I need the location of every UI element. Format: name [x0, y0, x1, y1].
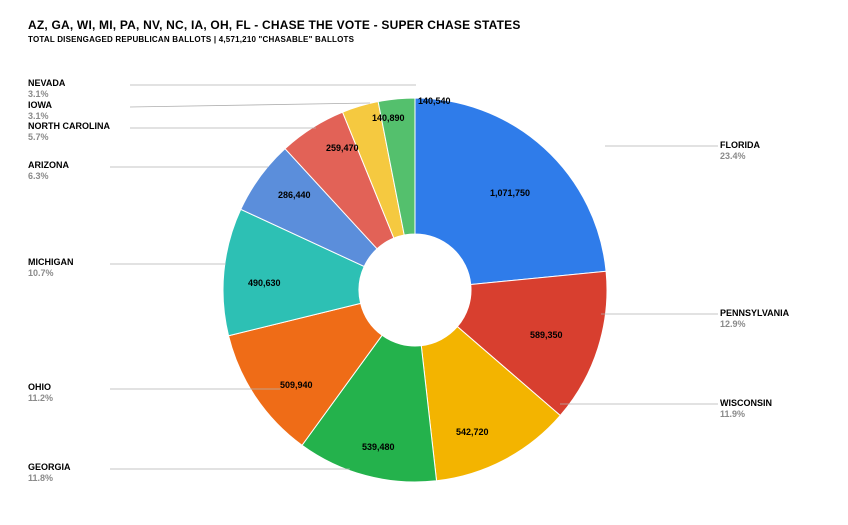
slice-value-florida: 1,071,750 [490, 188, 530, 198]
state-name: NEVADA [28, 78, 65, 89]
state-pct: 11.9% [720, 409, 772, 420]
slice-value-arizona: 286,440 [278, 190, 311, 200]
state-label-florida: FLORIDA23.4% [720, 140, 760, 162]
state-pct: 11.8% [28, 473, 71, 484]
slice-value-pennsylvania: 589,350 [530, 330, 563, 340]
leader-line [130, 103, 370, 107]
state-pct: 5.7% [28, 132, 110, 143]
state-label-north-carolina: NORTH CAROLINA5.7% [28, 121, 110, 143]
state-pct: 6.3% [28, 171, 69, 182]
slice-value-iowa: 140,890 [372, 113, 405, 123]
state-label-ohio: OHIO11.2% [28, 382, 53, 404]
state-label-nevada: NEVADA3.1% [28, 78, 65, 100]
state-label-georgia: GEORGIA11.8% [28, 462, 71, 484]
state-pct: 11.2% [28, 393, 53, 404]
state-label-wisconsin: WISCONSIN11.9% [720, 398, 772, 420]
slice-value-wisconsin: 542,720 [456, 427, 489, 437]
state-name: PENNSYLVANIA [720, 308, 789, 319]
state-label-arizona: ARIZONA6.3% [28, 160, 69, 182]
state-name: IOWA [28, 100, 52, 111]
state-label-pennsylvania: PENNSYLVANIA12.9% [720, 308, 789, 330]
state-name: WISCONSIN [720, 398, 772, 409]
state-pct: 3.1% [28, 89, 65, 100]
state-name: ARIZONA [28, 160, 69, 171]
state-name: GEORGIA [28, 462, 71, 473]
state-name: NORTH CAROLINA [28, 121, 110, 132]
slice-value-nevada: 140,540 [418, 96, 451, 106]
state-name: FLORIDA [720, 140, 760, 151]
state-name: OHIO [28, 382, 53, 393]
state-pct: 23.4% [720, 151, 760, 162]
slice-value-georgia: 539,480 [362, 442, 395, 452]
slice-value-michigan: 490,630 [248, 278, 281, 288]
pie-chart [0, 0, 848, 525]
slice-value-north-carolina: 259,470 [326, 143, 359, 153]
state-label-iowa: IOWA3.1% [28, 100, 52, 122]
state-pct: 3.1% [28, 111, 52, 122]
state-label-michigan: MICHIGAN10.7% [28, 257, 74, 279]
state-pct: 10.7% [28, 268, 74, 279]
state-pct: 12.9% [720, 319, 789, 330]
state-name: MICHIGAN [28, 257, 74, 268]
slice-value-ohio: 509,940 [280, 380, 313, 390]
